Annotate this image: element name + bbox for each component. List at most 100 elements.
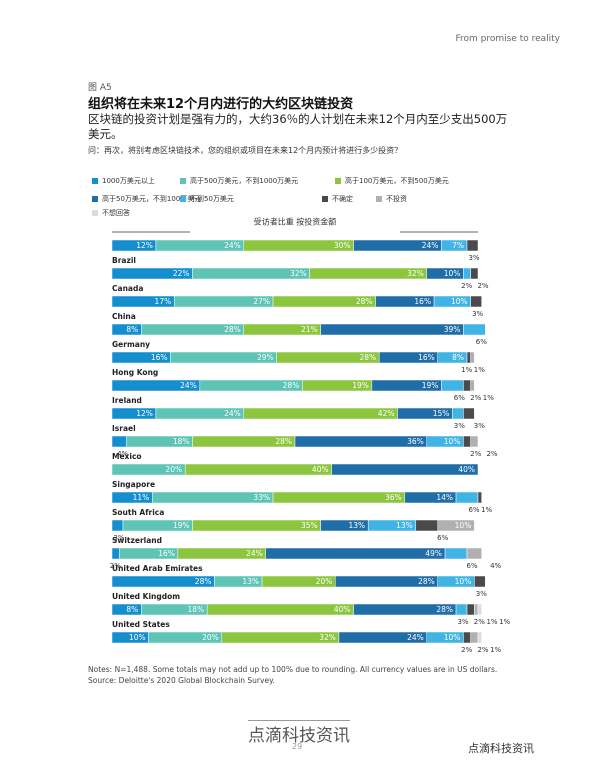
value-label: 19% xyxy=(422,381,439,390)
value-label: 3% xyxy=(468,254,479,262)
category-label: United Kingdom xyxy=(112,592,180,601)
value-label: 1% xyxy=(490,646,501,654)
question: 问：再次，将别考虑区块链技术，您的组织或项目在未来12个月内预计将进行多少投资？ xyxy=(88,146,403,155)
value-label: 2% xyxy=(477,282,488,290)
bar-segment xyxy=(455,603,468,616)
value-label: 32% xyxy=(290,269,307,278)
value-label: 49% xyxy=(425,549,442,558)
bar-segment xyxy=(452,407,464,420)
legend-label: 不想回答 xyxy=(102,208,130,217)
chart-title: 受访者比重 按投资金额 xyxy=(254,217,337,227)
value-label: 3% xyxy=(476,590,487,598)
value-label: 8% xyxy=(452,353,464,362)
value-label: 4% xyxy=(490,562,501,570)
value-label: 3% xyxy=(457,618,468,626)
value-label: 6% xyxy=(437,534,448,542)
value-label: 16% xyxy=(414,297,431,306)
value-label: 28% xyxy=(195,577,212,586)
value-label: 3% xyxy=(454,422,465,430)
value-label: 40% xyxy=(312,465,329,474)
value-label: 3% xyxy=(472,310,483,318)
value-label: 3% xyxy=(113,534,124,542)
category-label: Israel xyxy=(112,424,136,433)
value-label: 1% xyxy=(486,618,497,626)
value-label: 8% xyxy=(126,605,138,614)
bar-segment xyxy=(470,379,475,392)
bar-segment xyxy=(206,603,354,616)
bar-segment xyxy=(463,379,471,392)
value-label: 32% xyxy=(319,633,336,642)
value-label: 36% xyxy=(407,437,424,446)
value-label: 24% xyxy=(422,241,439,250)
legend-swatch xyxy=(322,196,328,202)
value-label: 2% xyxy=(486,450,497,458)
bar-segment xyxy=(470,631,479,644)
value-label: 20% xyxy=(166,465,183,474)
value-label: 12% xyxy=(136,409,153,418)
value-label: 20% xyxy=(202,633,219,642)
value-label: 12% xyxy=(136,241,153,250)
value-label: 18% xyxy=(173,437,190,446)
page-number: 29 xyxy=(292,742,303,751)
value-label: 2% xyxy=(474,618,485,626)
value-label: 4% xyxy=(117,450,128,458)
legend-label: 高于50万美元，不到100万美元 xyxy=(102,194,201,203)
category-label: Hong Kong xyxy=(112,368,158,377)
bar-segment xyxy=(470,295,482,308)
legend-swatch xyxy=(180,196,186,202)
value-label: 16% xyxy=(418,353,435,362)
value-label: 33% xyxy=(253,493,270,502)
bar-segment xyxy=(111,435,127,448)
value-label: 1% xyxy=(481,506,492,514)
wechat-name: 点滴科技资讯 xyxy=(468,742,534,755)
value-label: 10% xyxy=(444,269,461,278)
value-label: 28% xyxy=(275,437,292,446)
value-label: 10% xyxy=(455,577,472,586)
category-label: Singapore xyxy=(112,480,155,489)
figure-number: 图 A5 xyxy=(88,83,112,93)
bar-segment xyxy=(470,267,479,280)
bar-segment xyxy=(470,351,475,364)
value-label: 32% xyxy=(407,269,424,278)
notes: Notes: N=1,488. Some totals may not add … xyxy=(88,665,498,685)
value-label: 18% xyxy=(187,605,204,614)
value-label: 24% xyxy=(224,241,241,250)
value-label: 1% xyxy=(461,366,472,374)
value-label: 13% xyxy=(242,577,259,586)
bar-segment xyxy=(477,631,482,644)
category-label: United States xyxy=(112,620,170,629)
legend-swatch xyxy=(92,196,98,202)
value-label: 30% xyxy=(334,241,351,250)
value-label: 24% xyxy=(180,381,197,390)
value-label: 6% xyxy=(476,338,487,346)
category-label: Ireland xyxy=(112,396,142,405)
value-label: 28% xyxy=(224,325,241,334)
bar-segment xyxy=(111,547,120,560)
bar-segment xyxy=(477,603,482,616)
bar-segment xyxy=(466,239,479,252)
value-label: 10% xyxy=(129,633,146,642)
value-label: 16% xyxy=(158,549,175,558)
category-label: Switzerland xyxy=(112,536,162,545)
bar-segment xyxy=(466,547,482,560)
value-label: 19% xyxy=(352,381,369,390)
value-label: 29% xyxy=(257,353,274,362)
value-label: 19% xyxy=(173,521,190,530)
value-label: 15% xyxy=(433,409,450,418)
title: 组织将在未来12个月内进行的大约区块链投资 xyxy=(88,97,354,112)
bar-segment xyxy=(470,435,479,448)
value-label: 2% xyxy=(477,646,488,654)
value-label: 40% xyxy=(334,605,351,614)
legend-label: 不投资 xyxy=(386,194,407,203)
category-label: China xyxy=(112,312,136,321)
bar-segment xyxy=(444,547,468,560)
value-label: 2% xyxy=(461,282,472,290)
value-label: 6% xyxy=(466,562,477,570)
bar-segment xyxy=(111,519,124,532)
value-label: 6% xyxy=(468,506,479,514)
value-label: 10% xyxy=(444,633,461,642)
value-label: 22% xyxy=(173,269,190,278)
value-label: 35% xyxy=(301,521,318,530)
bar-segment xyxy=(463,631,471,644)
bar-segment xyxy=(474,603,479,616)
